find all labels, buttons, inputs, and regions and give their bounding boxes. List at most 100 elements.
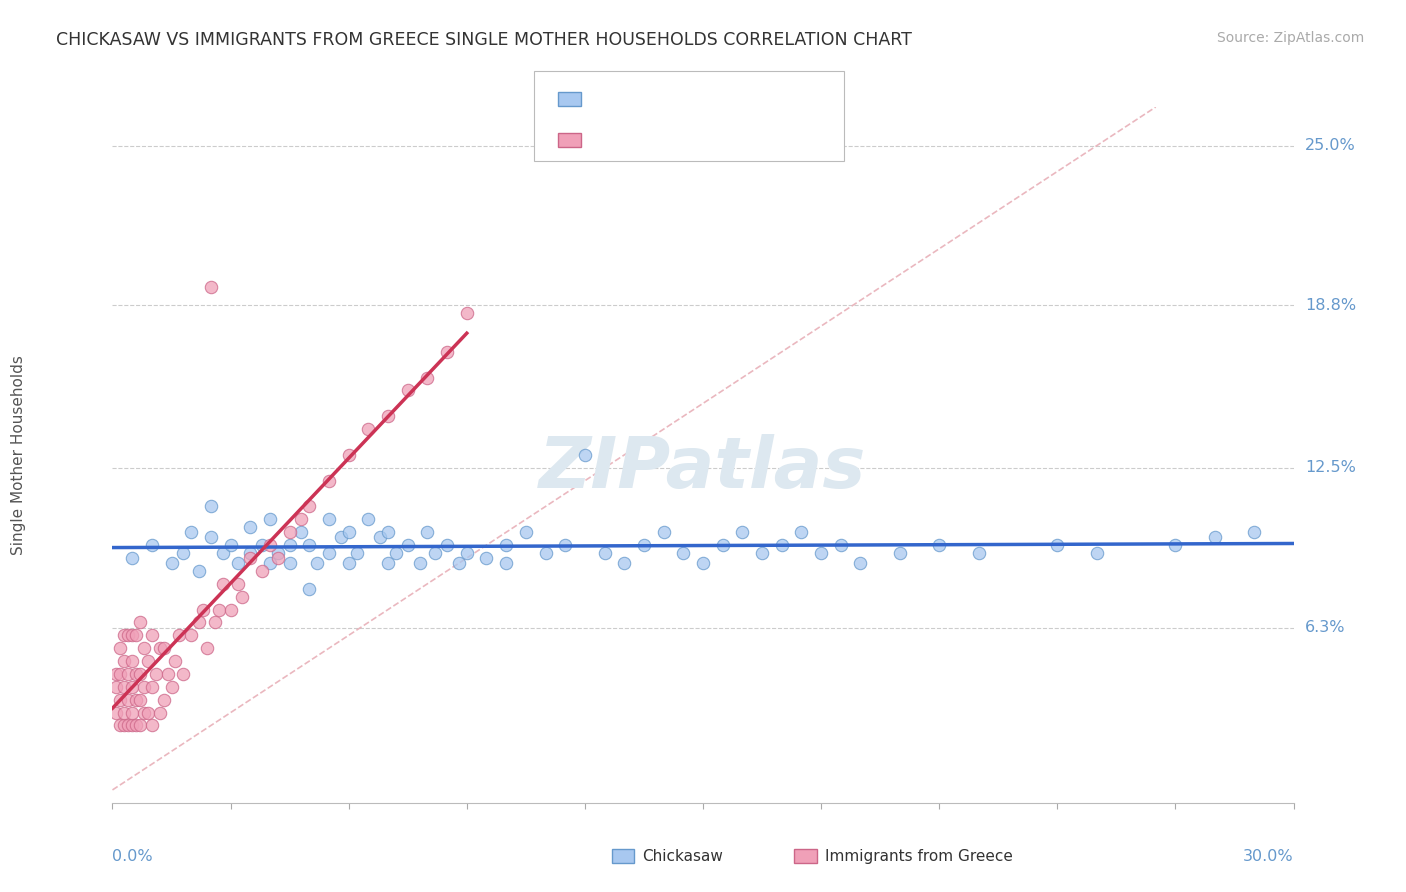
Point [447,556,470,570]
Point [110,718,132,732]
Point [672,546,695,560]
Point [129,718,152,732]
Text: 6.3%: 6.3% [1305,620,1346,635]
Point [1243,525,1265,540]
Point [250,538,273,552]
Point [357,512,380,526]
Point [141,718,163,732]
Point [593,546,616,560]
Point [125,628,148,642]
Text: R =  0.425   N = 73: R = 0.425 N = 73 [591,131,752,149]
Point [368,530,391,544]
Point [228,556,250,570]
Point [790,525,813,540]
Point [231,590,253,604]
Point [259,512,281,526]
Point [160,680,183,694]
Point [132,680,155,694]
Point [145,667,167,681]
Point [436,344,458,359]
Point [267,546,290,560]
Point [613,556,636,570]
Point [152,692,174,706]
Point [278,538,301,552]
Text: 25.0%: 25.0% [1305,138,1355,153]
Text: 12.5%: 12.5% [1305,460,1357,475]
Point [204,615,226,630]
Point [239,546,262,560]
Point [495,556,517,570]
Point [830,538,852,552]
Point [121,551,143,566]
Point [136,654,159,668]
Point [574,448,596,462]
Point [534,546,557,560]
Point [152,641,174,656]
Point [307,556,329,570]
Point [1204,530,1226,544]
Point [200,530,222,544]
Point [211,546,233,560]
Point [105,667,128,681]
Point [731,525,754,540]
Point [169,628,191,642]
Point [200,280,222,294]
Point [149,641,172,656]
Point [298,500,321,514]
Point [346,546,368,560]
Point [1046,538,1069,552]
Point [278,556,301,570]
Point [172,546,194,560]
Point [110,667,132,681]
Point [117,628,139,642]
Text: 18.8%: 18.8% [1305,298,1357,313]
Point [188,564,211,578]
Point [121,680,143,694]
Text: Source: ZipAtlas.com: Source: ZipAtlas.com [1216,31,1364,45]
Point [377,525,399,540]
Point [298,538,321,552]
Point [633,538,655,552]
Point [1085,546,1108,560]
Point [692,556,714,570]
Point [515,525,537,540]
Point [112,654,135,668]
Point [329,530,352,544]
Point [149,706,172,720]
Point [250,564,273,578]
Point [121,706,143,720]
Text: CHICKASAW VS IMMIGRANTS FROM GREECE SINGLE MOTHER HOUSEHOLDS CORRELATION CHART: CHICKASAW VS IMMIGRANTS FROM GREECE SING… [56,31,912,49]
Point [156,667,179,681]
Text: Chickasaw: Chickasaw [643,849,724,863]
Point [208,602,231,616]
Point [110,692,132,706]
Point [112,628,135,642]
Point [290,512,312,526]
Point [278,525,301,540]
Point [121,718,143,732]
Point [396,384,419,398]
Point [121,654,143,668]
Point [125,692,148,706]
Point [136,706,159,720]
Point [377,556,399,570]
Point [132,706,155,720]
Point [318,512,340,526]
Point [849,556,872,570]
Point [416,525,439,540]
Point [188,615,211,630]
Point [475,551,498,566]
Point [495,538,517,552]
Point [298,582,321,596]
Point [770,538,793,552]
Point [165,654,187,668]
Point [195,641,218,656]
Point [239,551,262,566]
Text: 30.0%: 30.0% [1243,849,1294,864]
Point [267,551,290,566]
Point [396,538,419,552]
Point [425,546,447,560]
Point [751,546,773,560]
Point [1164,538,1187,552]
Point [172,667,194,681]
